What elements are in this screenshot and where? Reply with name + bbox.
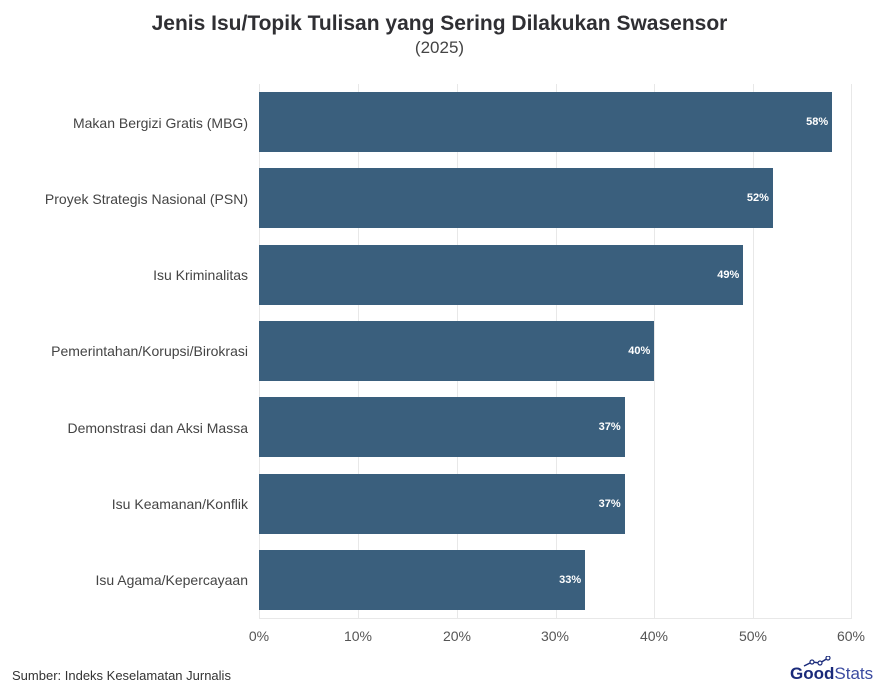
x-tick-label: 50% bbox=[738, 628, 768, 644]
source-note: Sumber: Indeks Keselamatan Jurnalis bbox=[12, 668, 231, 683]
category-label: Proyek Strategis Nasional (PSN) bbox=[44, 191, 248, 207]
bar-value-label: 37% bbox=[598, 421, 621, 434]
gridline bbox=[654, 84, 656, 619]
logo-stats-text: Stats bbox=[834, 664, 874, 683]
x-tick-label: 10% bbox=[343, 628, 373, 644]
chart-title: Jenis Isu/Topik Tulisan yang Sering Dila… bbox=[151, 12, 728, 35]
bar-keamanan: 37% bbox=[259, 473, 625, 534]
bar-value-label: 37% bbox=[598, 497, 621, 510]
bar-value-label: 40% bbox=[628, 344, 651, 357]
bar-psn: 52% bbox=[259, 168, 773, 229]
goodstats-logo: GoodStats bbox=[790, 656, 874, 684]
x-tick-label: 20% bbox=[442, 628, 472, 644]
x-tick-label: 0% bbox=[248, 628, 270, 644]
bar-value-label: 58% bbox=[806, 116, 829, 128]
category-label: Isu Agama/Kepercayaan bbox=[95, 572, 248, 588]
category-label: Makan Bergizi Gratis (MBG) bbox=[72, 115, 248, 131]
bar-kriminalitas: 49% bbox=[259, 244, 744, 305]
category-label: Pemerintahan/Korupsi/Birokrasi bbox=[51, 343, 248, 359]
plot-area: 58% 52% 49% 40% 37% 37% 33% bbox=[259, 84, 852, 619]
chart-subtitle: (2025) bbox=[414, 38, 465, 57]
x-tick-label: 40% bbox=[639, 628, 669, 644]
category-label: Demonstrasi dan Aksi Massa bbox=[67, 420, 248, 436]
bar-demonstrasi: 37% bbox=[259, 397, 625, 458]
x-tick-label: 60% bbox=[836, 628, 866, 644]
x-axis-line bbox=[259, 618, 852, 619]
bar-value-label: 52% bbox=[746, 192, 769, 205]
bar-value-label: 49% bbox=[717, 268, 740, 281]
gridline bbox=[753, 84, 755, 619]
gridline bbox=[851, 84, 852, 619]
bar-agama: 33% bbox=[259, 549, 586, 610]
category-label: Isu Kriminalitas bbox=[153, 267, 248, 283]
logo-good-text: Good bbox=[790, 664, 835, 683]
bar-value-label: 33% bbox=[559, 573, 582, 586]
bar-pemerintahan: 40% bbox=[259, 320, 655, 381]
x-tick-label: 30% bbox=[540, 628, 570, 644]
bar-mbg: 58% bbox=[259, 92, 833, 152]
category-label: Isu Keamanan/Konflik bbox=[111, 496, 248, 512]
trend-line-icon bbox=[803, 656, 831, 667]
